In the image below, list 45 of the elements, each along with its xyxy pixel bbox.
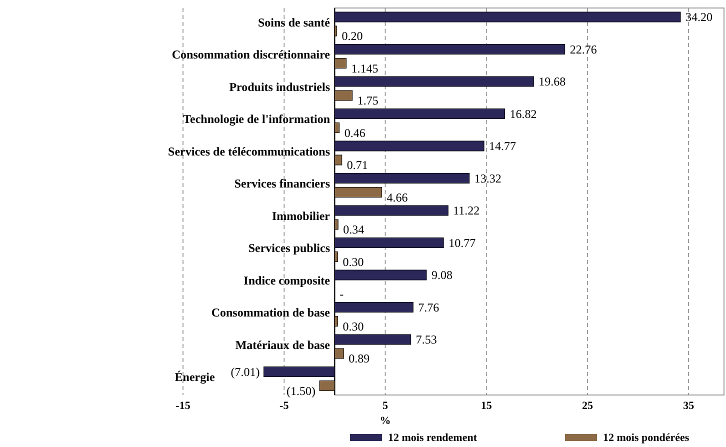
data-label: 19.68 <box>538 74 566 89</box>
y-tick-label: Services financiers <box>234 176 330 191</box>
x-tick-label: 35 <box>683 400 695 412</box>
x-tick-label: -5 <box>280 400 290 412</box>
text: - <box>340 287 344 302</box>
y-tick-label: Technologie de l'information <box>183 112 330 126</box>
x-tick-label: 15 <box>480 400 492 412</box>
data-label: 1.75 <box>357 94 378 108</box>
data-label: 0.89 <box>348 352 370 366</box>
y-tick-label: Immobilier <box>272 208 331 223</box>
y-tick-label: Soins de santé <box>258 15 331 30</box>
y-tick-label: Services de télécommunications <box>168 144 330 158</box>
data-label: 34.20 <box>686 10 713 24</box>
data-label: 1.145 <box>351 61 378 76</box>
y-tick-label: Consommation de base <box>211 306 331 320</box>
x-tick-label: 5 <box>382 400 388 412</box>
data-label: 7.76 <box>418 300 440 314</box>
data-label: 10.77 <box>448 236 476 250</box>
y-tick-label: Services publics <box>248 241 330 256</box>
data-label: 4.66 <box>386 190 408 204</box>
data-label: 0.71 <box>346 158 368 172</box>
x-tick-label: 25 <box>582 400 594 412</box>
data-label: 0.34 <box>343 222 364 237</box>
data-label: 7.53 <box>416 332 437 347</box>
data-label: 13.32 <box>474 171 502 186</box>
data-label: 0.20 <box>342 29 363 44</box>
data-label: 0.46 <box>344 126 366 140</box>
data-label: 0.30 <box>342 319 364 334</box>
x-tick-label: -15 <box>176 400 191 412</box>
y-tick-label: Énergie <box>174 370 216 384</box>
data-label: (7.01) <box>230 364 260 379</box>
y-tick-label: Indice composite <box>244 273 331 288</box>
legend-label: 12 mois pondérées <box>603 432 690 444</box>
y-tick-label: Produits industriels <box>229 80 330 94</box>
data-label: 22.76 <box>570 42 597 56</box>
data-label: 0.30 <box>342 254 364 269</box>
data-label: (1.50) <box>286 384 316 398</box>
x-axis-title: % <box>380 415 391 427</box>
legend-label: 12 mois rendement <box>388 432 478 444</box>
data-label: 9.08 <box>431 268 452 282</box>
data-label: 11.22 <box>453 204 480 218</box>
y-tick-label: Matériaux de base <box>235 338 331 352</box>
data-label: 16.82 <box>510 106 537 121</box>
data-label: 14.77 <box>489 139 516 154</box>
y-tick-label: Consommation discrétionnaire <box>172 48 331 62</box>
